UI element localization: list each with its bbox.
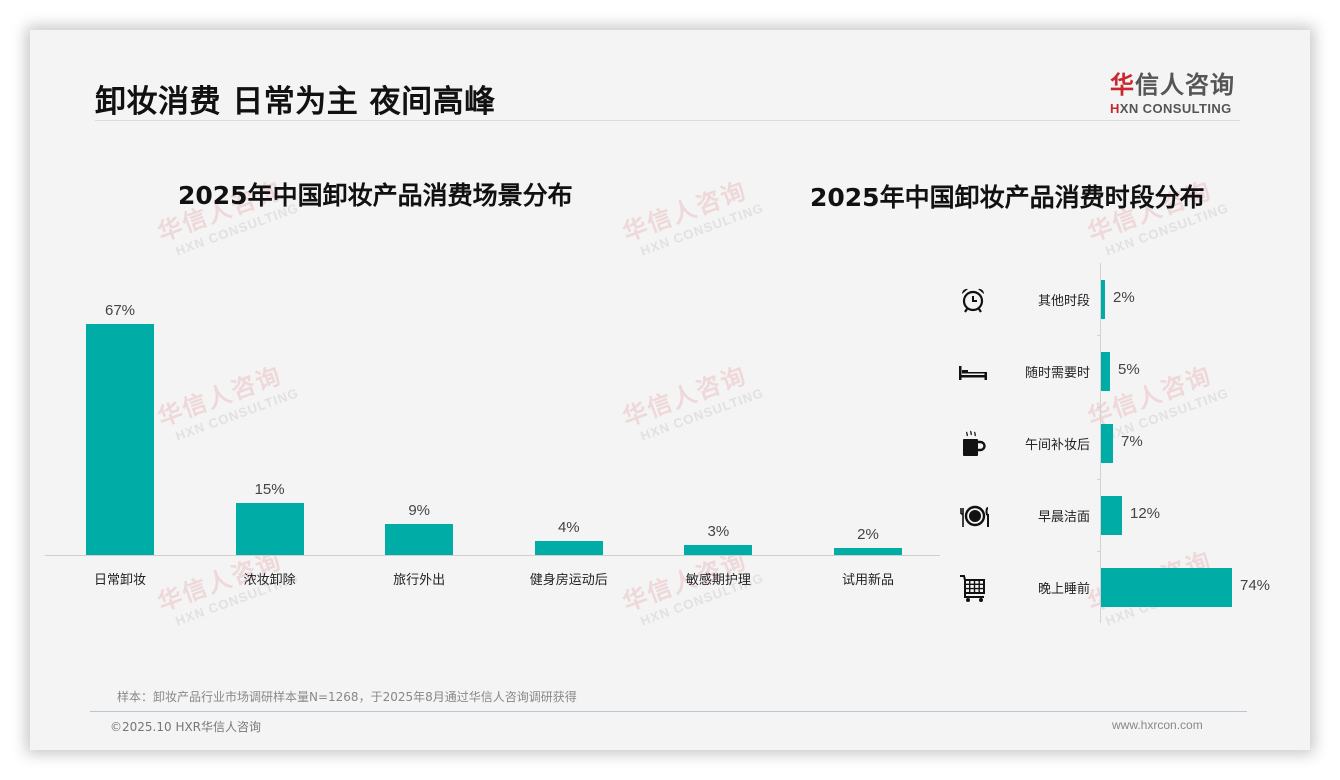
website-link[interactable]: www.hxrcon.com [1112,718,1203,732]
axis-tick [1097,335,1101,336]
scene-bar [834,548,902,555]
logo-cn: 华信人咨询 [1110,71,1235,99]
alarm-clock-icon [958,285,988,315]
time-category-label: 晚上睡前 [1037,582,1090,597]
scene-bar [534,541,603,555]
scene-bar [86,324,154,555]
footer-divider [90,711,1247,712]
scene-bar-value: 2% [857,526,879,543]
time-bar-value: 7% [1121,433,1143,450]
scene-bar-value: 3% [707,523,730,540]
source-note: 样本：卸妆产品行业市场调研样本量N=1268，于2025年8月通过华信人咨询调研… [117,690,577,704]
scene-bar [385,524,454,555]
scene-category-label: 敏感期护理 [685,573,751,588]
time-category-label: 随时需要时 [1024,366,1090,381]
time-bar [1101,495,1122,535]
time-category-label: 早晨洁面 [1037,510,1090,525]
scene-bar-value: 9% [408,502,431,519]
time-category-label: 其他时段 [1037,294,1090,309]
time-bar-value: 12% [1130,505,1161,522]
company-logo: 华信人咨询 HXN CONSULTING [1110,65,1245,116]
scene-bar [684,545,753,555]
scene-bar [235,503,304,555]
logo-en: HXN CONSULTING [1110,101,1232,116]
scene-category-label: 旅行外出 [393,573,446,588]
time-bar-value: 74% [1240,577,1271,594]
time-bar [1101,423,1113,463]
hot-coffee-mug-icon [958,429,988,459]
time-chart-axis [1100,263,1101,623]
time-bar-value: 5% [1118,361,1140,378]
scene-category-label: 试用新品 [841,573,894,588]
scene-chart-title: 2025年中国卸妆产品消费场景分布 [178,181,573,210]
shopping-cart-icon [958,573,988,603]
time-bar [1101,279,1105,319]
axis-tick [1097,407,1101,408]
scene-bar-value: 15% [254,481,285,498]
title-divider [95,120,1240,121]
scene-chart-baseline [45,555,940,556]
scene-bar-value: 67% [104,302,136,319]
axis-tick [1097,479,1101,480]
copyright: ©2025.10 HXR华信人咨询 [110,720,262,734]
scene-category-label: 健身房运动后 [529,573,608,588]
axis-tick [1097,551,1101,552]
scene-category-label: 浓妆卸除 [243,573,296,588]
time-bar [1101,567,1232,607]
bed-icon [958,357,988,387]
scene-category-label: 日常卸妆 [93,573,146,588]
scene-bar-value: 4% [557,519,580,536]
time-bar-value: 2% [1113,289,1135,306]
page-title: 卸妆消费 日常为主 夜间高峰 [95,84,496,120]
plate-fork-knife-icon [958,501,989,531]
time-chart-title: 2025年中国卸妆产品消费时段分布 [810,183,1205,212]
slide: 华信人咨询 HXN CONSULTING 华信人咨询 HXN CONSULTING … [30,30,1310,750]
time-bar [1101,351,1110,391]
time-category-label: 午间补妆后 [1024,438,1090,453]
